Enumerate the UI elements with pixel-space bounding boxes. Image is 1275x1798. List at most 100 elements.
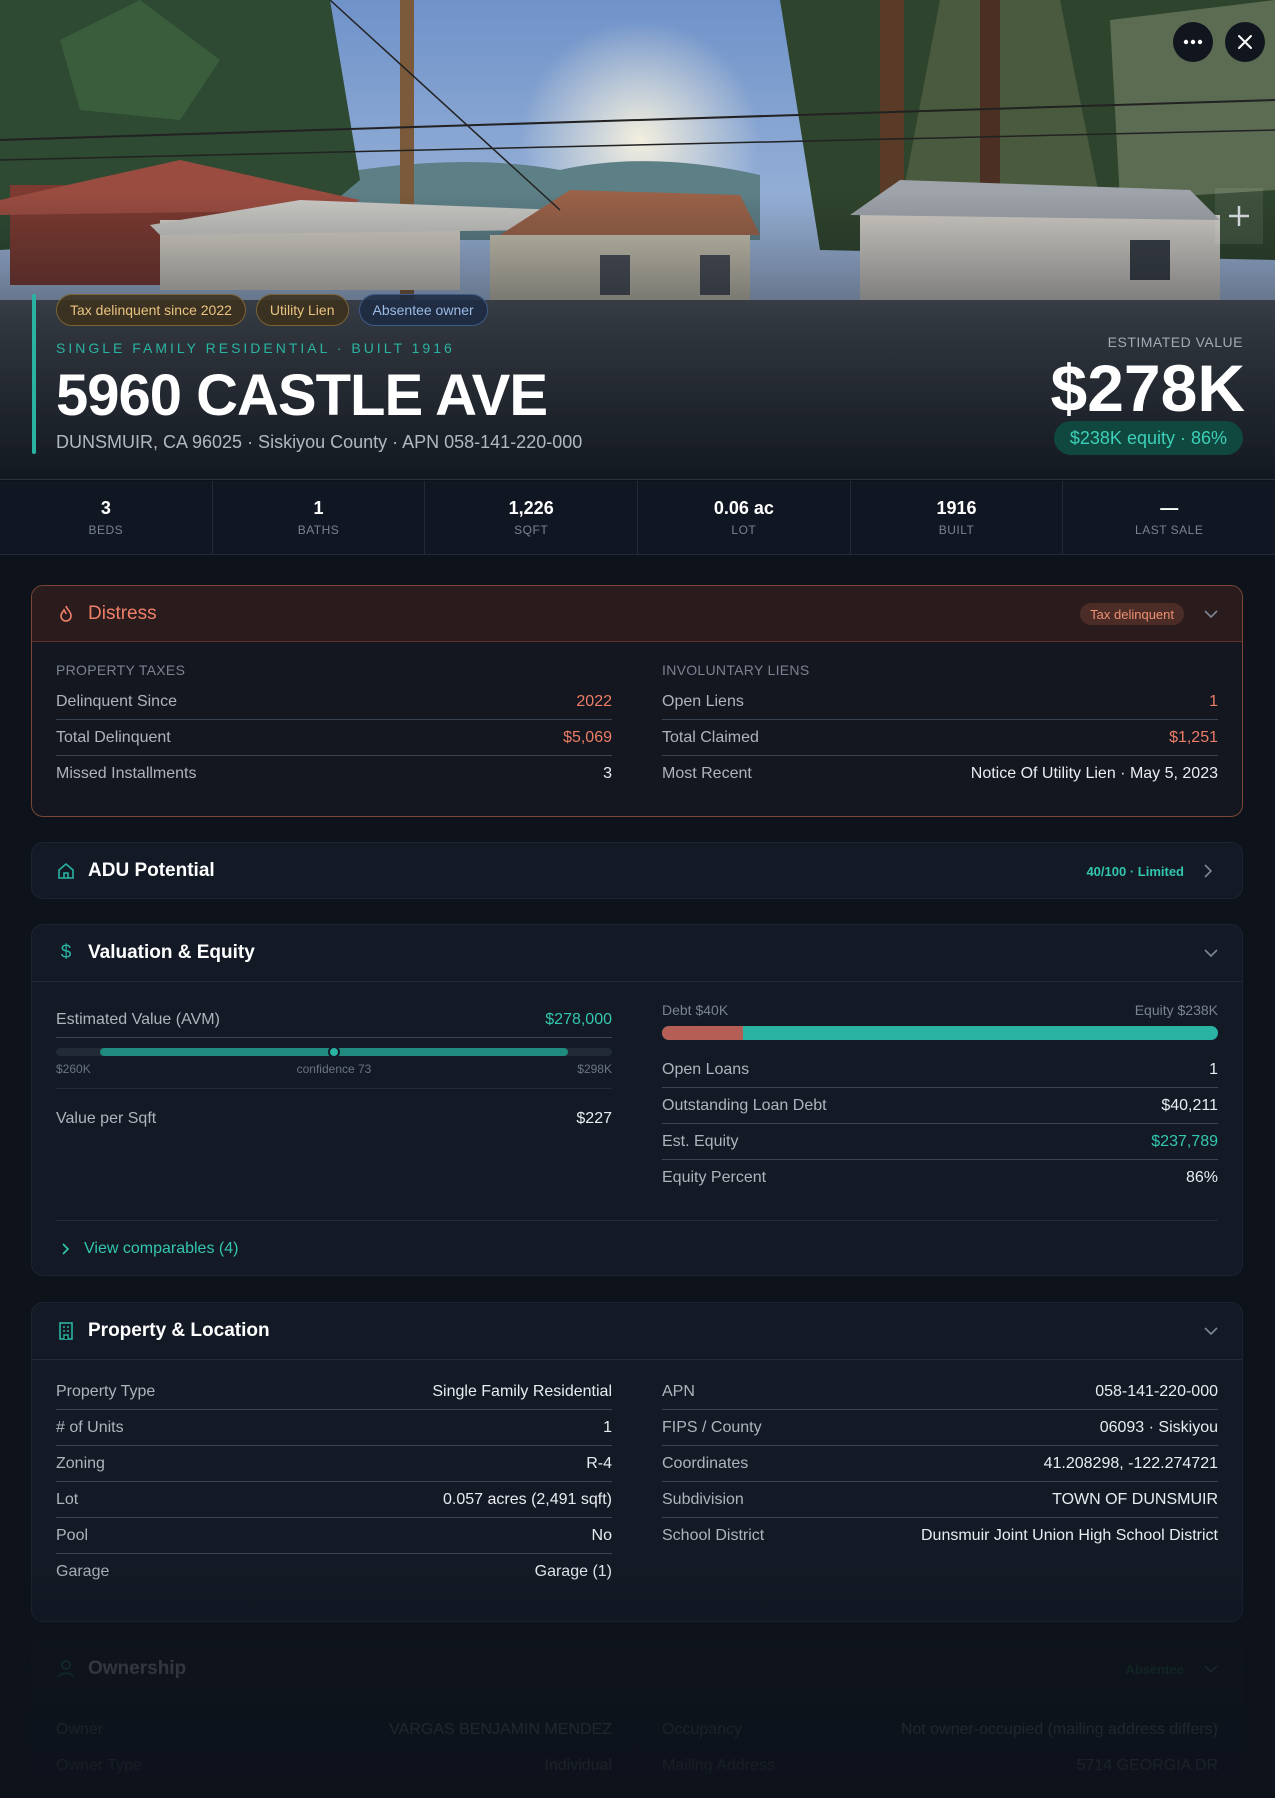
chevron-down-icon[interactable] — [1204, 1662, 1218, 1676]
property-header[interactable]: Property & Location — [32, 1303, 1242, 1359]
adu-header[interactable]: ADU Potential 40/100 · Limited — [32, 843, 1242, 898]
table-row: Subdivision TOWN OF DUNSMUIR — [662, 1482, 1218, 1518]
table-row: School District Dunsmuir Joint Union High… — [662, 1518, 1218, 1554]
table-row: Zoning R-4 — [56, 1446, 612, 1482]
chevron-down-icon[interactable] — [1204, 1324, 1218, 1338]
more-options-button[interactable] — [1173, 22, 1213, 62]
row-value: 2022 — [576, 692, 612, 710]
row-value: Notice Of Utility Lien · May 5, 2023 — [970, 765, 1218, 782]
row-key: Occupancy — [662, 1720, 743, 1738]
ownership-badge: Absentee — [1125, 1661, 1184, 1677]
zoom-in-button[interactable] — [1215, 188, 1263, 244]
distress-header-right: Tax delinquent — [1080, 586, 1218, 642]
hero-gradient — [0, 0, 1275, 479]
valuation-equity-card: $ Valuation & Equity Estimated Value (AV… — [31, 924, 1243, 1276]
distress-card: Distress Tax delinquent PROPERTY TAXES D… — [31, 585, 1243, 817]
page-title: 5960 CASTLE AVE — [56, 363, 548, 428]
row-key: Zoning — [56, 1454, 105, 1472]
confidence-label: confidence 73 — [296, 1062, 372, 1076]
row-key: Total Delinquent — [56, 728, 171, 746]
equity-label: Equity $238K — [1134, 1002, 1218, 1018]
table-row: Garage Garage (1) — [56, 1554, 612, 1590]
stat-label: BEDS — [88, 523, 124, 537]
table-row: Lot 0.057 acres (2,491 sqft) — [56, 1482, 612, 1518]
debt-fill — [662, 1026, 743, 1040]
row-key: Value per Sqft — [56, 1109, 157, 1127]
valuation-header[interactable]: $ Valuation & Equity — [32, 925, 1242, 981]
adu-score-badge: 40/100 · Limited — [1086, 863, 1184, 879]
row-value: 1 — [1209, 692, 1218, 710]
row-value: 41.208298, -122.274721 — [1043, 1454, 1218, 1472]
close-icon — [1238, 35, 1252, 49]
row-value: Garage (1) — [534, 1563, 612, 1580]
row-value: 1 — [603, 1418, 612, 1436]
estimated-value: $278K — [1050, 351, 1246, 425]
row-value: Dunsmuir Joint Union High School Distric… — [921, 1527, 1218, 1544]
row-key: Est. Equity — [662, 1132, 739, 1150]
row-value: Not owner-occupied (mailing address diff… — [900, 1720, 1218, 1738]
table-row: Open Liens 1 — [662, 684, 1218, 720]
row-value: $227 — [576, 1109, 612, 1127]
chevron-down-icon[interactable] — [1204, 946, 1218, 960]
row-key: FIPS / County — [662, 1418, 762, 1436]
plus-icon — [1229, 206, 1249, 226]
table-row: Owner VARGAS BENJAMIN MENDEZ — [56, 1712, 612, 1748]
row-value: TOWN OF DUNSMUIR — [1052, 1490, 1218, 1508]
debt-equity-section: Debt $40K Equity $238K Open Loans 1 Outst… — [662, 1002, 1218, 1196]
row-key: Subdivision — [662, 1490, 744, 1508]
ownership-card: Ownership Absentee Owner VARGAS BENJAMIN … — [31, 1640, 1243, 1798]
distress-header[interactable]: Distress Tax delinquent — [32, 586, 1242, 642]
table-row: Occupancy Not owner-occupied (mailing add… — [662, 1712, 1218, 1748]
row-key: Property Type — [56, 1382, 156, 1400]
valuation-body: Estimated Value (AVM) $278,000 $260K con… — [32, 981, 1242, 1196]
avm-row: Estimated Value (AVM) $278,000 — [56, 1002, 612, 1038]
stat-label: BUILT — [938, 523, 975, 537]
row-key: Owner Type — [56, 1757, 142, 1774]
table-row: Most Recent Notice Of Utility Lien · May … — [662, 756, 1218, 792]
adu-title: ADU Potential — [88, 860, 215, 881]
ownership-header[interactable]: Ownership Absentee — [32, 1641, 1242, 1697]
building-icon — [56, 1321, 76, 1341]
table-row: Delinquent Since 2022 — [56, 684, 612, 720]
debt-label: Debt $40K — [662, 1002, 729, 1018]
adu-potential-card[interactable]: ADU Potential 40/100 · Limited — [31, 842, 1243, 899]
stat-sqft: 1,226 SQFT — [425, 481, 639, 554]
stat-value: 0.06 ac — [713, 498, 774, 518]
row-value: No — [591, 1526, 612, 1544]
chevron-down-icon[interactable] — [1204, 607, 1218, 621]
table-row: APN 058-141-220-000 — [662, 1374, 1218, 1410]
stat-beds: 3 BEDS — [0, 481, 213, 554]
stats-bar: 3 BEDS 1 BATHS 1,226 SQFT 0.06 ac LOT 19… — [0, 481, 1275, 555]
row-key: # of Units — [56, 1418, 124, 1436]
avm-range-marker — [328, 1046, 340, 1058]
row-key: Owner — [56, 1720, 104, 1738]
ownership-header-right: Absentee — [1125, 1641, 1218, 1697]
row-key: Open Liens — [662, 692, 744, 710]
home-icon — [56, 861, 76, 881]
table-row: # of Units 1 — [56, 1410, 612, 1446]
property-header-right — [1204, 1303, 1218, 1359]
valuation-header-right — [1204, 925, 1218, 981]
estimated-value-label: ESTIMATED VALUE — [1107, 334, 1243, 350]
property-subtype: SINGLE FAMILY RESIDENTIAL · BUILT 1916 — [56, 340, 455, 356]
table-row: Outstanding Loan Debt $40,211 — [662, 1088, 1218, 1124]
user-icon — [56, 1659, 76, 1679]
avm-range-labels: $260K confidence 73 $298K — [56, 1062, 612, 1076]
row-value: 0.057 acres (2,491 sqft) — [443, 1490, 612, 1508]
stat-baths: 1 BATHS — [213, 481, 426, 554]
chevron-right-icon[interactable] — [1204, 864, 1218, 878]
row-value: 06093 · Siskiyou — [1099, 1418, 1218, 1436]
debt-equity-labels: Debt $40K Equity $238K — [662, 1002, 1218, 1018]
avm-range-track — [56, 1046, 612, 1058]
property-left-col: Property Type Single Family Residential #… — [56, 1374, 612, 1590]
adu-header-right: 40/100 · Limited — [1086, 843, 1218, 898]
row-value: $5,069 — [563, 728, 612, 746]
row-key: Garage — [56, 1563, 110, 1580]
dollar-icon: $ — [60, 942, 72, 963]
property-body: Property Type Single Family Residential #… — [32, 1359, 1242, 1590]
stat-value: 1916 — [936, 498, 977, 518]
table-row: Total Delinquent $5,069 — [56, 720, 612, 756]
close-button[interactable] — [1225, 22, 1265, 62]
stat-label: BATHS — [297, 523, 340, 537]
view-comparables-link[interactable]: View comparables (4) — [56, 1220, 1218, 1275]
